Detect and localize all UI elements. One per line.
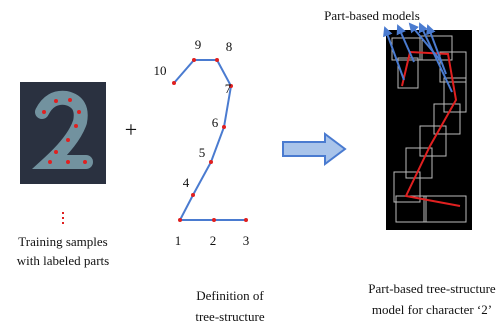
- tree-node: [215, 58, 219, 62]
- node-label: 10: [154, 63, 167, 78]
- big-arrow: [283, 134, 345, 164]
- tree-node: [192, 58, 196, 62]
- tree-node: [212, 218, 216, 222]
- tree-node: [191, 193, 195, 197]
- tree-node: [244, 218, 248, 222]
- node-label: 9: [195, 37, 202, 52]
- node-label: 8: [226, 39, 233, 54]
- caption-line: tree-structure: [195, 309, 265, 324]
- tree-edges: [174, 60, 246, 220]
- models-label: Part-based models: [324, 8, 420, 23]
- tree-node: [172, 81, 176, 85]
- node-label: 3: [243, 233, 250, 248]
- node-label: 5: [199, 145, 206, 160]
- node-label: 6: [212, 115, 219, 130]
- node-label: 2: [210, 233, 217, 248]
- tree-node: [222, 125, 226, 129]
- tree-node: [209, 160, 213, 164]
- caption-line: model for character ‘2’: [372, 302, 492, 317]
- plus-sign: +: [125, 117, 137, 142]
- caption-line: Part-based tree-structure: [368, 281, 496, 296]
- node-label: 4: [183, 175, 190, 190]
- caption-line: Definition of: [196, 288, 264, 303]
- model-image: [385, 24, 472, 230]
- figure: + Training samples with labeled parts 10 9…: [0, 0, 500, 331]
- tree-node: [178, 218, 182, 222]
- caption-line: Training samples: [18, 234, 107, 249]
- node-label: 7: [225, 81, 232, 96]
- caption-line: with labeled parts: [17, 253, 109, 268]
- model-caption: Part-based tree-structure model for chara…: [368, 281, 496, 317]
- sample-image: [20, 82, 106, 184]
- tree: 10 9 8 7 654 1 2 3: [154, 37, 250, 248]
- training-caption: Training samples with labeled parts: [17, 234, 109, 268]
- definition-caption: Definition of tree-structure: [195, 288, 265, 324]
- node-label: 1: [175, 233, 182, 248]
